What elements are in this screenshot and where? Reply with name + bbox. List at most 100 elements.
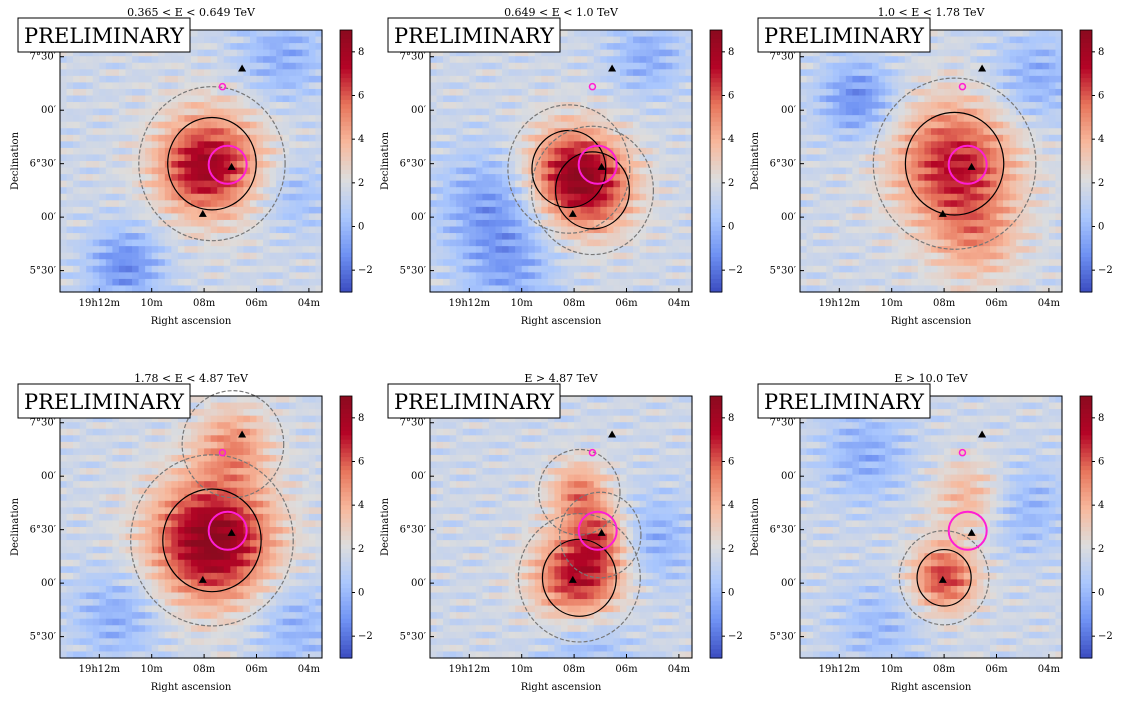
source-marker xyxy=(608,64,617,72)
source-marker xyxy=(227,528,236,536)
colorbar: 8 6 4 2 0 −2 xyxy=(339,395,373,659)
y-tick-label: 00′ xyxy=(781,578,797,589)
contour-solid xyxy=(554,151,630,230)
colorbar-tick-label: 4 xyxy=(728,134,734,145)
skymap-panel: 19h12m 10m 08m 06m 04m 7°30′ 00′ 6°30′ 00′ 5°30′ R… xyxy=(10,6,373,327)
plot-frame xyxy=(429,395,693,659)
position-marker xyxy=(218,448,227,457)
x-tick-label: 08m xyxy=(933,298,956,309)
preliminary-label: PRELIMINARY xyxy=(24,390,185,414)
plot-frame xyxy=(799,29,1063,293)
position-marker xyxy=(218,82,227,91)
source-marker xyxy=(967,162,976,170)
significance-map xyxy=(430,396,693,659)
x-tick-label: 08m xyxy=(563,298,586,309)
contour-dashed xyxy=(872,77,1037,250)
x-tick-label: 04m xyxy=(298,298,321,309)
extent-circle xyxy=(577,144,618,185)
y-tick-label: 7°30′ xyxy=(770,418,797,429)
x-tick-label: 10m xyxy=(511,664,534,675)
x-tick-label: 19h12m xyxy=(79,664,121,675)
preliminary-box xyxy=(387,383,561,419)
colorbar-tick-label: 8 xyxy=(1098,413,1104,424)
y-axis-label: Declination xyxy=(10,131,21,190)
source-marker xyxy=(198,209,207,217)
colorbar-tick-label: 4 xyxy=(728,500,734,511)
position-marker xyxy=(958,82,967,91)
position-marker xyxy=(588,82,597,91)
panel-title: 0.649 < E < 1.0 TeV xyxy=(504,6,619,19)
skymap-panel: 19h12m 10m 08m 06m 04m 7°30′ 00′ 6°30′ 00′ 5°30′ R… xyxy=(10,372,373,693)
y-tick-label: 00′ xyxy=(781,105,797,116)
skymap-panel: 19h12m 10m 08m 06m 04m 7°30′ 00′ 6°30′ 00′ 5°30′ R… xyxy=(750,372,1113,693)
preliminary-label: PRELIMINARY xyxy=(764,390,925,414)
extent-circle xyxy=(207,144,248,185)
y-tick-label: 6°30′ xyxy=(30,525,57,536)
colorbar-frame xyxy=(709,395,723,659)
source-marker xyxy=(938,209,947,217)
y-axis-label: Declination xyxy=(380,131,391,190)
x-tick-label: 06m xyxy=(615,298,638,309)
source-marker xyxy=(608,430,617,438)
colorbar-frame xyxy=(1079,395,1093,659)
source-marker xyxy=(967,528,976,536)
y-tick-label: 00′ xyxy=(41,105,57,116)
y-tick-label: 00′ xyxy=(41,471,57,482)
x-tick-label: 10m xyxy=(881,664,904,675)
x-tick-label: 10m xyxy=(511,298,534,309)
colorbar-frame xyxy=(339,395,353,659)
extent-circle xyxy=(207,510,248,551)
y-tick-label: 00′ xyxy=(411,578,427,589)
colorbar-tick-label: 4 xyxy=(358,500,364,511)
colorbar-frame xyxy=(1079,29,1093,293)
y-tick-label: 5°30′ xyxy=(400,632,427,643)
preliminary-label: PRELIMINARY xyxy=(764,24,925,48)
source-marker xyxy=(938,575,947,583)
y-tick-label: 5°30′ xyxy=(400,266,427,277)
contour-dashed xyxy=(538,448,621,536)
x-tick-label: 06m xyxy=(615,664,638,675)
y-tick-label: 7°30′ xyxy=(400,418,427,429)
colorbar-tick-label: 6 xyxy=(728,457,734,468)
source-marker xyxy=(198,575,207,583)
x-axis-label: Right ascension xyxy=(151,316,232,327)
colorbar-tick-label: −2 xyxy=(728,265,743,276)
x-tick-label: 10m xyxy=(141,298,164,309)
colorbar-tick-label: 8 xyxy=(728,47,734,58)
y-tick-label: 00′ xyxy=(411,105,427,116)
colorbar-tick-label: 2 xyxy=(728,178,734,189)
contour-dashed xyxy=(181,390,285,499)
colorbar-tick-label: −2 xyxy=(728,631,743,642)
preliminary-box xyxy=(17,383,191,419)
colorbar-tick-label: −2 xyxy=(358,265,373,276)
contour-dashed xyxy=(898,530,990,626)
y-axis-label: Declination xyxy=(750,131,761,190)
x-tick-label: 19h12m xyxy=(819,298,861,309)
y-tick-label: 5°30′ xyxy=(30,266,57,277)
position-marker xyxy=(588,448,597,457)
x-tick-label: 08m xyxy=(563,664,586,675)
colorbar-tick-label: 2 xyxy=(1098,544,1104,555)
colorbar-tick-label: 0 xyxy=(1098,222,1104,233)
preliminary-label: PRELIMINARY xyxy=(394,390,555,414)
colorbar-tick-label: 8 xyxy=(358,47,364,58)
skymap-panel: 19h12m 10m 08m 06m 04m 7°30′ 00′ 6°30′ 00′ 5°30′ R… xyxy=(750,6,1113,327)
y-tick-label: 5°30′ xyxy=(770,632,797,643)
preliminary-box xyxy=(757,383,931,419)
significance-map xyxy=(60,30,323,293)
y-tick-label: 00′ xyxy=(41,578,57,589)
y-tick-label: 6°30′ xyxy=(400,159,427,170)
extent-circle xyxy=(947,144,988,185)
y-axis-label: Declination xyxy=(750,497,761,556)
y-tick-label: 6°30′ xyxy=(30,159,57,170)
preliminary-box xyxy=(387,17,561,53)
x-axis-label: Right ascension xyxy=(521,316,602,327)
source-marker xyxy=(978,64,987,72)
x-tick-label: 06m xyxy=(985,298,1008,309)
plot-frame xyxy=(799,395,1063,659)
colorbar-tick-label: −2 xyxy=(358,631,373,642)
y-tick-label: 5°30′ xyxy=(30,632,57,643)
x-tick-label: 04m xyxy=(668,298,691,309)
colorbar-tick-label: 0 xyxy=(358,588,364,599)
y-tick-label: 00′ xyxy=(41,212,57,223)
